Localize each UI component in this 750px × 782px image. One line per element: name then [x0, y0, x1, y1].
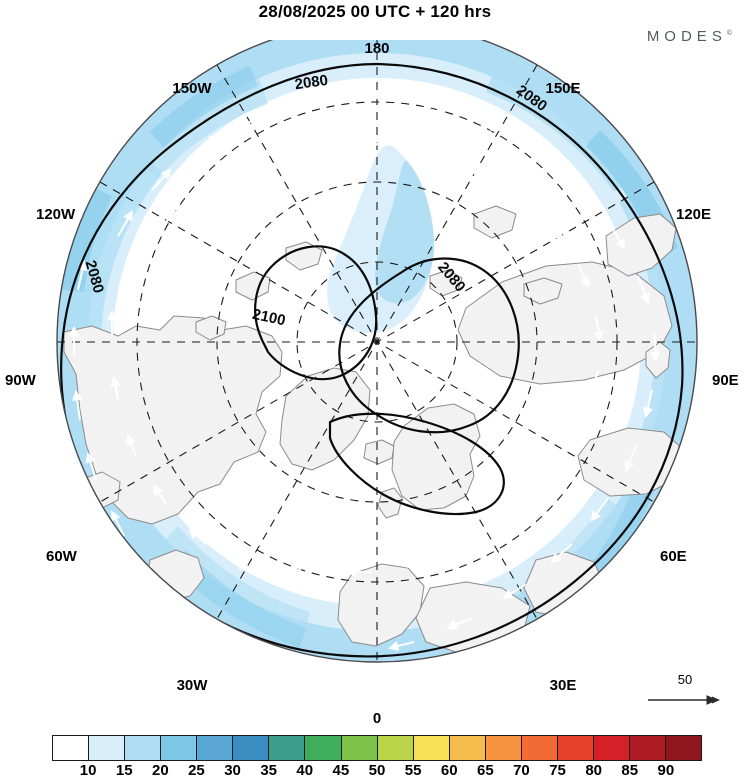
lon-label-180: 180	[364, 40, 390, 57]
colorbar-cell-5	[233, 736, 270, 760]
colorbar-cell-2	[125, 736, 162, 760]
modes-logo-text: MODES	[646, 28, 727, 45]
colorbar-tick-90: 90	[657, 762, 675, 779]
colorbar-cell-14	[557, 736, 594, 760]
svg-text:2080: 2080	[582, 616, 619, 647]
colorbar-tick-45: 45	[332, 762, 350, 779]
page-title: 28/08/2025 00 UTC + 120 hrs	[258, 2, 492, 21]
lon-label-60e: 60E	[660, 548, 687, 565]
colorbar-tick-65: 65	[476, 762, 494, 779]
svg-text:2080: 2080	[82, 543, 111, 580]
wind-vectors	[68, 92, 661, 662]
svg-text:2100: 2100	[251, 306, 287, 330]
vector-scale-label: 50	[677, 672, 693, 687]
colorbar-cell-0	[53, 736, 90, 760]
colorbar-tick-40: 40	[296, 762, 314, 779]
polar-map-panel: 2080 2080 2080 2080 2080 2080 2100 180 1…	[0, 40, 750, 727]
colorbar-tick-labels: 10 15 20 25 30 35 40 45 50 55 60 65 70 75 80 85 90	[52, 762, 702, 782]
colorbar-cell-6	[269, 736, 306, 760]
modes-logo: MODES©	[647, 28, 732, 45]
colorbar-cell-17	[666, 736, 702, 760]
colorbar-cells[interactable]	[52, 735, 702, 761]
colorbar-tick-85: 85	[621, 762, 639, 779]
lon-label-150w: 150W	[172, 80, 212, 97]
colorbar-tick-60: 60	[440, 762, 458, 779]
lon-label-90e: 90E	[712, 372, 739, 389]
polar-map: 2080 2080 2080 2080 2080 2080 2100	[56, 40, 698, 663]
colorbar-tick-25: 25	[188, 762, 205, 779]
vector-scale-key: 50	[640, 672, 730, 712]
colorbar-tick-70: 70	[513, 762, 530, 779]
colorbar-tick-10: 10	[79, 762, 97, 779]
colorbar-cell-11	[449, 736, 486, 760]
colorbar-tick-55: 55	[404, 762, 422, 779]
copyright-mark: ©	[726, 30, 732, 37]
lon-label-60w: 60W	[46, 548, 77, 565]
colorbar-cell-10	[413, 736, 450, 760]
colorbar-cell-13	[521, 736, 558, 760]
colorbar-tick-75: 75	[549, 762, 566, 779]
colorbar: 10 15 20 25 30 35 40 45 50 55 60 65 70 75 80 85 90	[0, 735, 750, 782]
lon-label-30e: 30E	[549, 677, 577, 694]
colorbar-cell-3	[161, 736, 198, 760]
colorbar-tick-35: 35	[260, 762, 277, 779]
lon-label-120e: 120E	[676, 206, 712, 223]
svg-text:2080: 2080	[294, 72, 329, 93]
lon-label-0: 0	[372, 710, 382, 727]
lon-label-30w: 30W	[176, 677, 208, 694]
globe-outline	[56, 40, 698, 663]
colorbar-tick-50: 50	[368, 762, 386, 779]
colorbar-cell-8	[341, 736, 378, 760]
colorbar-tick-30: 30	[224, 762, 241, 779]
colorbar-tick-20: 20	[151, 762, 169, 779]
height-contours	[60, 62, 684, 658]
colorbar-cell-16	[630, 736, 667, 760]
colorbar-cell-12	[485, 736, 522, 760]
colorbar-tick-80: 80	[585, 762, 602, 779]
colorbar-tick-15: 15	[115, 762, 133, 779]
colorbar-cell-9	[377, 736, 414, 760]
colorbar-cell-1	[89, 736, 126, 760]
lon-label-150e: 150E	[545, 80, 581, 97]
map-fill-layer: 2080 2080 2080 2080 2080 2080 2100	[57, 40, 697, 662]
vector-scale-arrow	[648, 695, 720, 705]
colorbar-cell-4	[197, 736, 234, 760]
lon-label-90w: 90W	[5, 372, 36, 389]
lon-label-120w: 120W	[36, 206, 76, 223]
colorbar-cell-15	[593, 736, 630, 760]
colorbar-cell-7	[305, 736, 342, 760]
